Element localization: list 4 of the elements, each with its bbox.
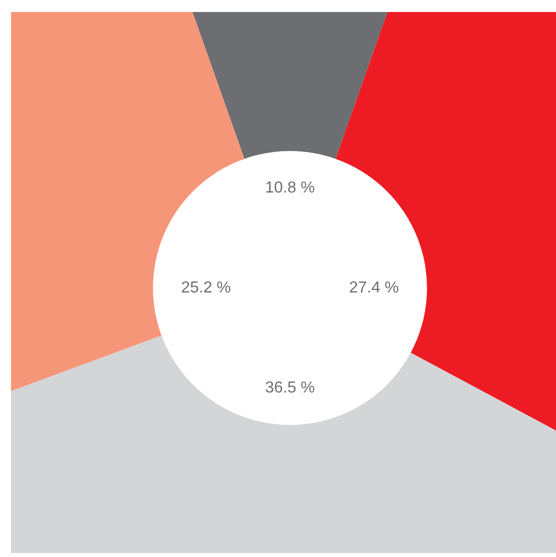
data-label: 27.4 %: [349, 279, 399, 296]
data-label: 10.8 %: [265, 179, 315, 196]
data-label: 36.5 %: [265, 379, 315, 396]
data-label: 25.2 %: [181, 279, 231, 296]
